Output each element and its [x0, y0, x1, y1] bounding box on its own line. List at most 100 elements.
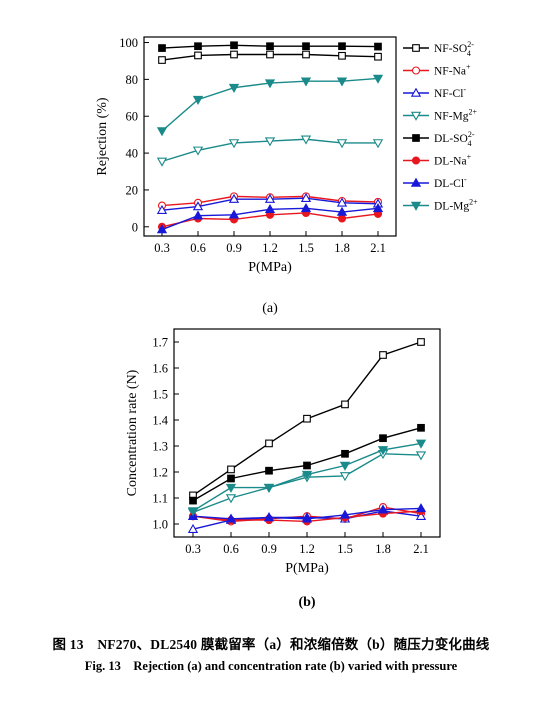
chartb-series-1-point — [265, 439, 273, 448]
chartb-series-1-point — [303, 414, 311, 423]
chartb-y-tick-label: 1.1 — [152, 492, 168, 506]
charta-series-5-point — [230, 41, 238, 50]
charta-series-7-point — [192, 210, 204, 220]
charta-series-3-point — [264, 193, 276, 203]
charta-x-tick-label: 1.2 — [262, 241, 278, 255]
charta-series-4-point — [228, 139, 240, 149]
legend-a-marker-2 — [411, 66, 421, 75]
charta-series-4-point — [336, 139, 348, 149]
chartb-x-tick-label: 0.9 — [261, 542, 277, 556]
charta-series-5-point — [158, 44, 166, 52]
charta-series-8-point — [156, 127, 168, 137]
chartb-series-8-point — [415, 439, 427, 449]
chartb-x-tick-label: 1.2 — [299, 542, 315, 556]
legend-a-label-3: NF-Cl- — [434, 85, 466, 100]
charta-series-7-point — [156, 224, 168, 234]
chartb-series-1-point — [379, 351, 387, 359]
chartb-x-tick-label: 1.5 — [337, 542, 353, 556]
charta-series-1-point — [374, 52, 382, 61]
chartb-x-axis-title: P(MPa) — [285, 561, 329, 576]
charta-series-8-point — [192, 95, 204, 105]
chartb-y-tick-label: 1.7 — [152, 336, 168, 350]
charta-y-tick-label: 80 — [126, 73, 139, 87]
chartb-series-5-point — [303, 461, 311, 470]
charta-series-5-point — [266, 42, 274, 51]
legend-a-marker-5 — [412, 134, 420, 142]
legend-a-label-5: DL-SO2-4 — [434, 130, 475, 148]
caption-chinese: 图 13 NF270、DL2540 膜截留率（a）和浓缩倍数（b）随压力变化曲线 — [52, 637, 490, 652]
charta-series-3-point — [156, 204, 168, 214]
legend-a-marker-3 — [410, 87, 422, 97]
chartb-series-5-point — [341, 449, 349, 458]
chartb-y-tick-label: 1.4 — [152, 414, 168, 428]
legend-a-label-8: DL-Mg2+ — [434, 198, 478, 213]
chartb-x-tick-label: 2.1 — [413, 542, 429, 556]
charta-y-tick-label: 60 — [126, 110, 139, 124]
chartb-series-3-point — [415, 510, 427, 520]
chartb-series-5-point — [227, 474, 235, 483]
charta-series-3-point — [300, 192, 312, 202]
charta-series-7-point — [372, 203, 384, 213]
chartb-series-8-point — [301, 470, 313, 480]
charta-series-8-point — [372, 74, 384, 84]
charta-series-5-point — [302, 42, 310, 51]
chartb-series-8-point — [377, 446, 389, 456]
charta-series-5-point — [194, 42, 202, 51]
chartb-x-tick-label: 0.6 — [223, 542, 239, 556]
charta-y-tick-label: 20 — [126, 183, 139, 197]
charta-series-1-point — [158, 56, 166, 64]
charta-series-1-point — [302, 50, 310, 59]
charta-y-tick-label: 0 — [132, 220, 138, 234]
chartb-series-8-point — [225, 483, 237, 493]
chartb-series-5-point — [379, 434, 387, 443]
charta-x-tick-label: 2.1 — [370, 241, 386, 255]
chartb-y-tick-label: 1.0 — [152, 518, 168, 532]
chartb-series-7-point — [339, 509, 351, 519]
charta-panel-label: (a) — [262, 301, 278, 316]
charta-y-axis-title: Rejection (%) — [95, 97, 110, 175]
chartb-x-tick-label: 1.8 — [375, 542, 391, 556]
charta-series-4-point — [372, 139, 384, 149]
chartb-series-5-point — [265, 466, 273, 475]
charta-x-tick-label: 1.8 — [334, 241, 350, 255]
charta-series-7-point — [336, 206, 348, 216]
charta-series-4-point — [156, 157, 168, 167]
chartb-series-3-point — [187, 523, 199, 533]
charta-x-axis-title: P(MPa) — [248, 260, 292, 275]
legend-a-label-2: NF-Na+ — [434, 63, 471, 78]
charta-series-7-point — [228, 209, 240, 219]
legend-a: NF-SO2-4 NF-Na+ NF-Cl- NF-Mg2+ DL-SO2-4 DL-Na… — [403, 40, 478, 213]
chartb-panel-label: (b) — [298, 595, 315, 610]
chartb-series-8-point — [187, 507, 199, 517]
chartb-series-8-point — [263, 483, 275, 493]
charta-x-tick-label: 1.5 — [298, 241, 314, 255]
chartb-y-tick-label: 1.3 — [152, 440, 168, 454]
caption-english: Fig. 13 Rejection (a) and concentration … — [84, 659, 458, 673]
chartb-series-1-point — [341, 400, 349, 409]
charta-series-4-point — [264, 137, 276, 147]
chartb-series-1-point — [227, 465, 235, 474]
chartb-series-4-point — [339, 472, 351, 482]
charta-series-8-point — [336, 77, 348, 87]
chartb-y-tick-label: 1.5 — [152, 388, 168, 402]
charta-series-1-point — [230, 50, 238, 59]
charta-series-1-point — [338, 51, 346, 60]
chartb-series-4-point — [415, 451, 427, 461]
legend-a-marker-7 — [410, 177, 422, 187]
chartb-y-axis-title: Concentration rate (N) — [125, 369, 140, 496]
chartb-x-tick-label: 0.3 — [185, 542, 201, 556]
charta-series-1-point — [194, 51, 202, 60]
legend-a-marker-6 — [411, 156, 421, 165]
legend-a-marker-8 — [410, 201, 422, 211]
charta-x-tick-label: 0.6 — [190, 241, 206, 255]
chartb-series-5-point — [417, 423, 425, 432]
chartb-y-tick-label: 1.2 — [152, 466, 168, 480]
chartb-series-8-point — [339, 461, 351, 471]
legend-a-label-1: NF-SO2-4 — [434, 40, 474, 58]
chartb-series-7-point — [225, 513, 237, 523]
charta-series-8-point — [228, 83, 240, 93]
charta-series-1-point — [266, 50, 274, 59]
charta-series-6-point — [337, 214, 347, 223]
legend-a-marker-4 — [410, 111, 422, 121]
